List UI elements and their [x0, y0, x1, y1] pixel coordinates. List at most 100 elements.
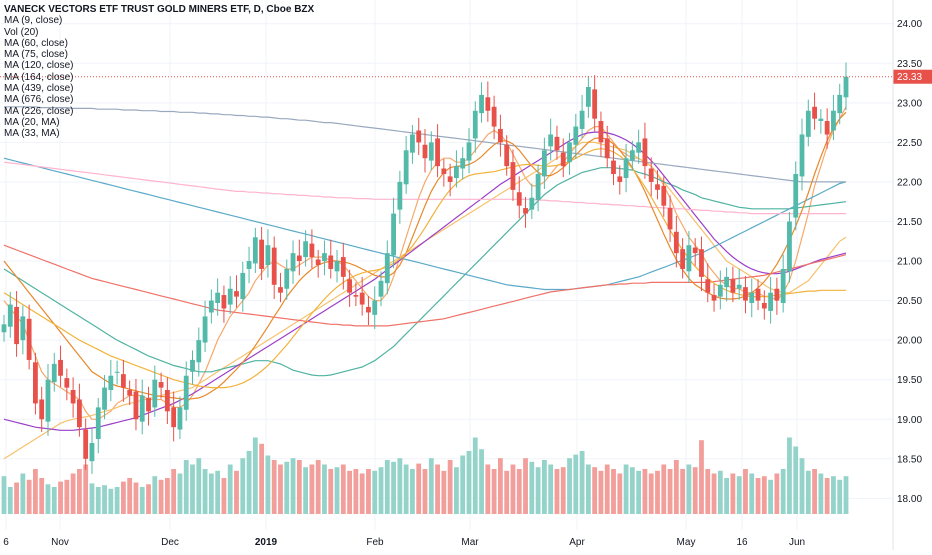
candle-body — [296, 255, 302, 262]
x-tick-label: Apr — [569, 537, 585, 548]
volume-bar — [724, 478, 730, 514]
volume-bar — [303, 467, 309, 514]
legend-item[interactable]: MA (164, close) — [4, 71, 74, 83]
volume-bar — [661, 464, 667, 514]
x-tick-label: 2019 — [255, 537, 278, 548]
candle-body — [447, 176, 453, 182]
candle-body — [397, 181, 403, 210]
candle-body — [523, 208, 528, 214]
candle-body — [636, 142, 642, 153]
volume-bar — [26, 479, 32, 514]
y-tick-label: 22.00 — [897, 177, 922, 188]
candle-body — [780, 268, 786, 303]
volume-bar — [787, 437, 792, 514]
candle-body — [416, 130, 422, 143]
volume-bar — [454, 467, 459, 514]
candle-body — [127, 389, 133, 396]
candle-body — [83, 429, 89, 459]
candle-body — [190, 359, 195, 372]
candle-body — [158, 382, 164, 388]
candle-body — [64, 378, 70, 388]
candle-body — [717, 284, 723, 297]
candle-body — [567, 142, 572, 163]
volume-bar — [359, 473, 365, 514]
y-tick-label: 22.50 — [897, 138, 922, 149]
ma-line — [3, 157, 847, 291]
volume-bar — [196, 458, 202, 514]
legend-item[interactable]: MA (20, MA) — [4, 116, 60, 128]
candle-body — [617, 176, 623, 182]
volume-bar — [743, 469, 748, 514]
chart-title: VANECK VECTORS ETF TRUST GOLD MINERS ETF… — [4, 4, 315, 15]
volume-bar — [422, 469, 428, 514]
legend-item[interactable]: MA (75, close) — [4, 49, 68, 61]
legend-item[interactable]: MA (120, close) — [4, 60, 74, 72]
candle-body — [322, 253, 327, 262]
candle-body — [812, 106, 817, 119]
candle-body — [384, 253, 390, 284]
legend-item[interactable]: MA (226, close) — [4, 105, 74, 117]
volume-bar — [623, 464, 629, 514]
volume-bar — [466, 451, 472, 514]
candle-body — [139, 395, 145, 422]
candle-body — [648, 168, 654, 182]
volume-bar — [340, 464, 346, 514]
legend-item[interactable]: Vol (20) — [4, 26, 39, 38]
candle-body — [391, 213, 396, 256]
candle-body — [265, 245, 271, 265]
candle-body — [240, 272, 246, 300]
legend-item[interactable]: MA (676, close) — [4, 94, 74, 106]
candle-body — [133, 391, 139, 420]
volume-bar — [673, 460, 679, 514]
volume-bar — [102, 485, 107, 514]
volume-bar — [259, 443, 265, 514]
volume-bar — [548, 464, 554, 514]
volume-bar — [208, 473, 214, 514]
candle-body — [724, 276, 730, 288]
legend-item[interactable]: MA (9, close) — [4, 15, 63, 27]
candle-body — [705, 279, 711, 293]
volume-bar — [680, 469, 686, 514]
candle-body — [485, 97, 491, 111]
candle-body — [818, 118, 824, 122]
volume-bar — [629, 467, 635, 514]
volume-bar — [805, 470, 811, 514]
candle-body — [340, 257, 346, 277]
x-tick-label: 16 — [736, 537, 748, 548]
volume-bar — [611, 469, 616, 514]
volume-bar — [366, 469, 371, 514]
volume-bar — [7, 487, 13, 514]
x-tick-label: Dec — [161, 537, 179, 548]
volume-bar — [529, 461, 535, 514]
volume-bar — [485, 464, 491, 514]
volume-bar — [441, 470, 447, 514]
volume-bar — [749, 473, 755, 514]
volume-bar — [133, 482, 139, 514]
volume-bar — [717, 470, 723, 514]
candle-body — [598, 121, 604, 143]
volume-bar — [158, 479, 164, 514]
legend-item[interactable]: MA (33, MA) — [4, 128, 60, 140]
last-price-label: 23.33 — [897, 72, 922, 83]
legend-item[interactable]: MA (60, close) — [4, 37, 68, 49]
candle-body — [661, 185, 667, 206]
candle-body — [14, 306, 19, 345]
candle-body — [353, 295, 359, 297]
candle-body — [686, 245, 692, 272]
candle-body — [89, 442, 95, 462]
volume-bar — [793, 446, 799, 514]
candle-body — [510, 162, 516, 190]
candle-body — [579, 110, 585, 129]
volume-bar — [246, 451, 252, 514]
volume-bar — [391, 461, 396, 514]
legend-item[interactable]: MA (439, close) — [4, 83, 74, 95]
volume-bar — [347, 470, 352, 514]
candle-body — [309, 243, 315, 258]
volume-bar — [435, 464, 440, 514]
candle-body — [183, 375, 189, 410]
candle-body — [146, 397, 151, 412]
volume-bar — [755, 478, 761, 514]
volume-bar — [190, 464, 195, 514]
volume-bar — [240, 458, 246, 514]
